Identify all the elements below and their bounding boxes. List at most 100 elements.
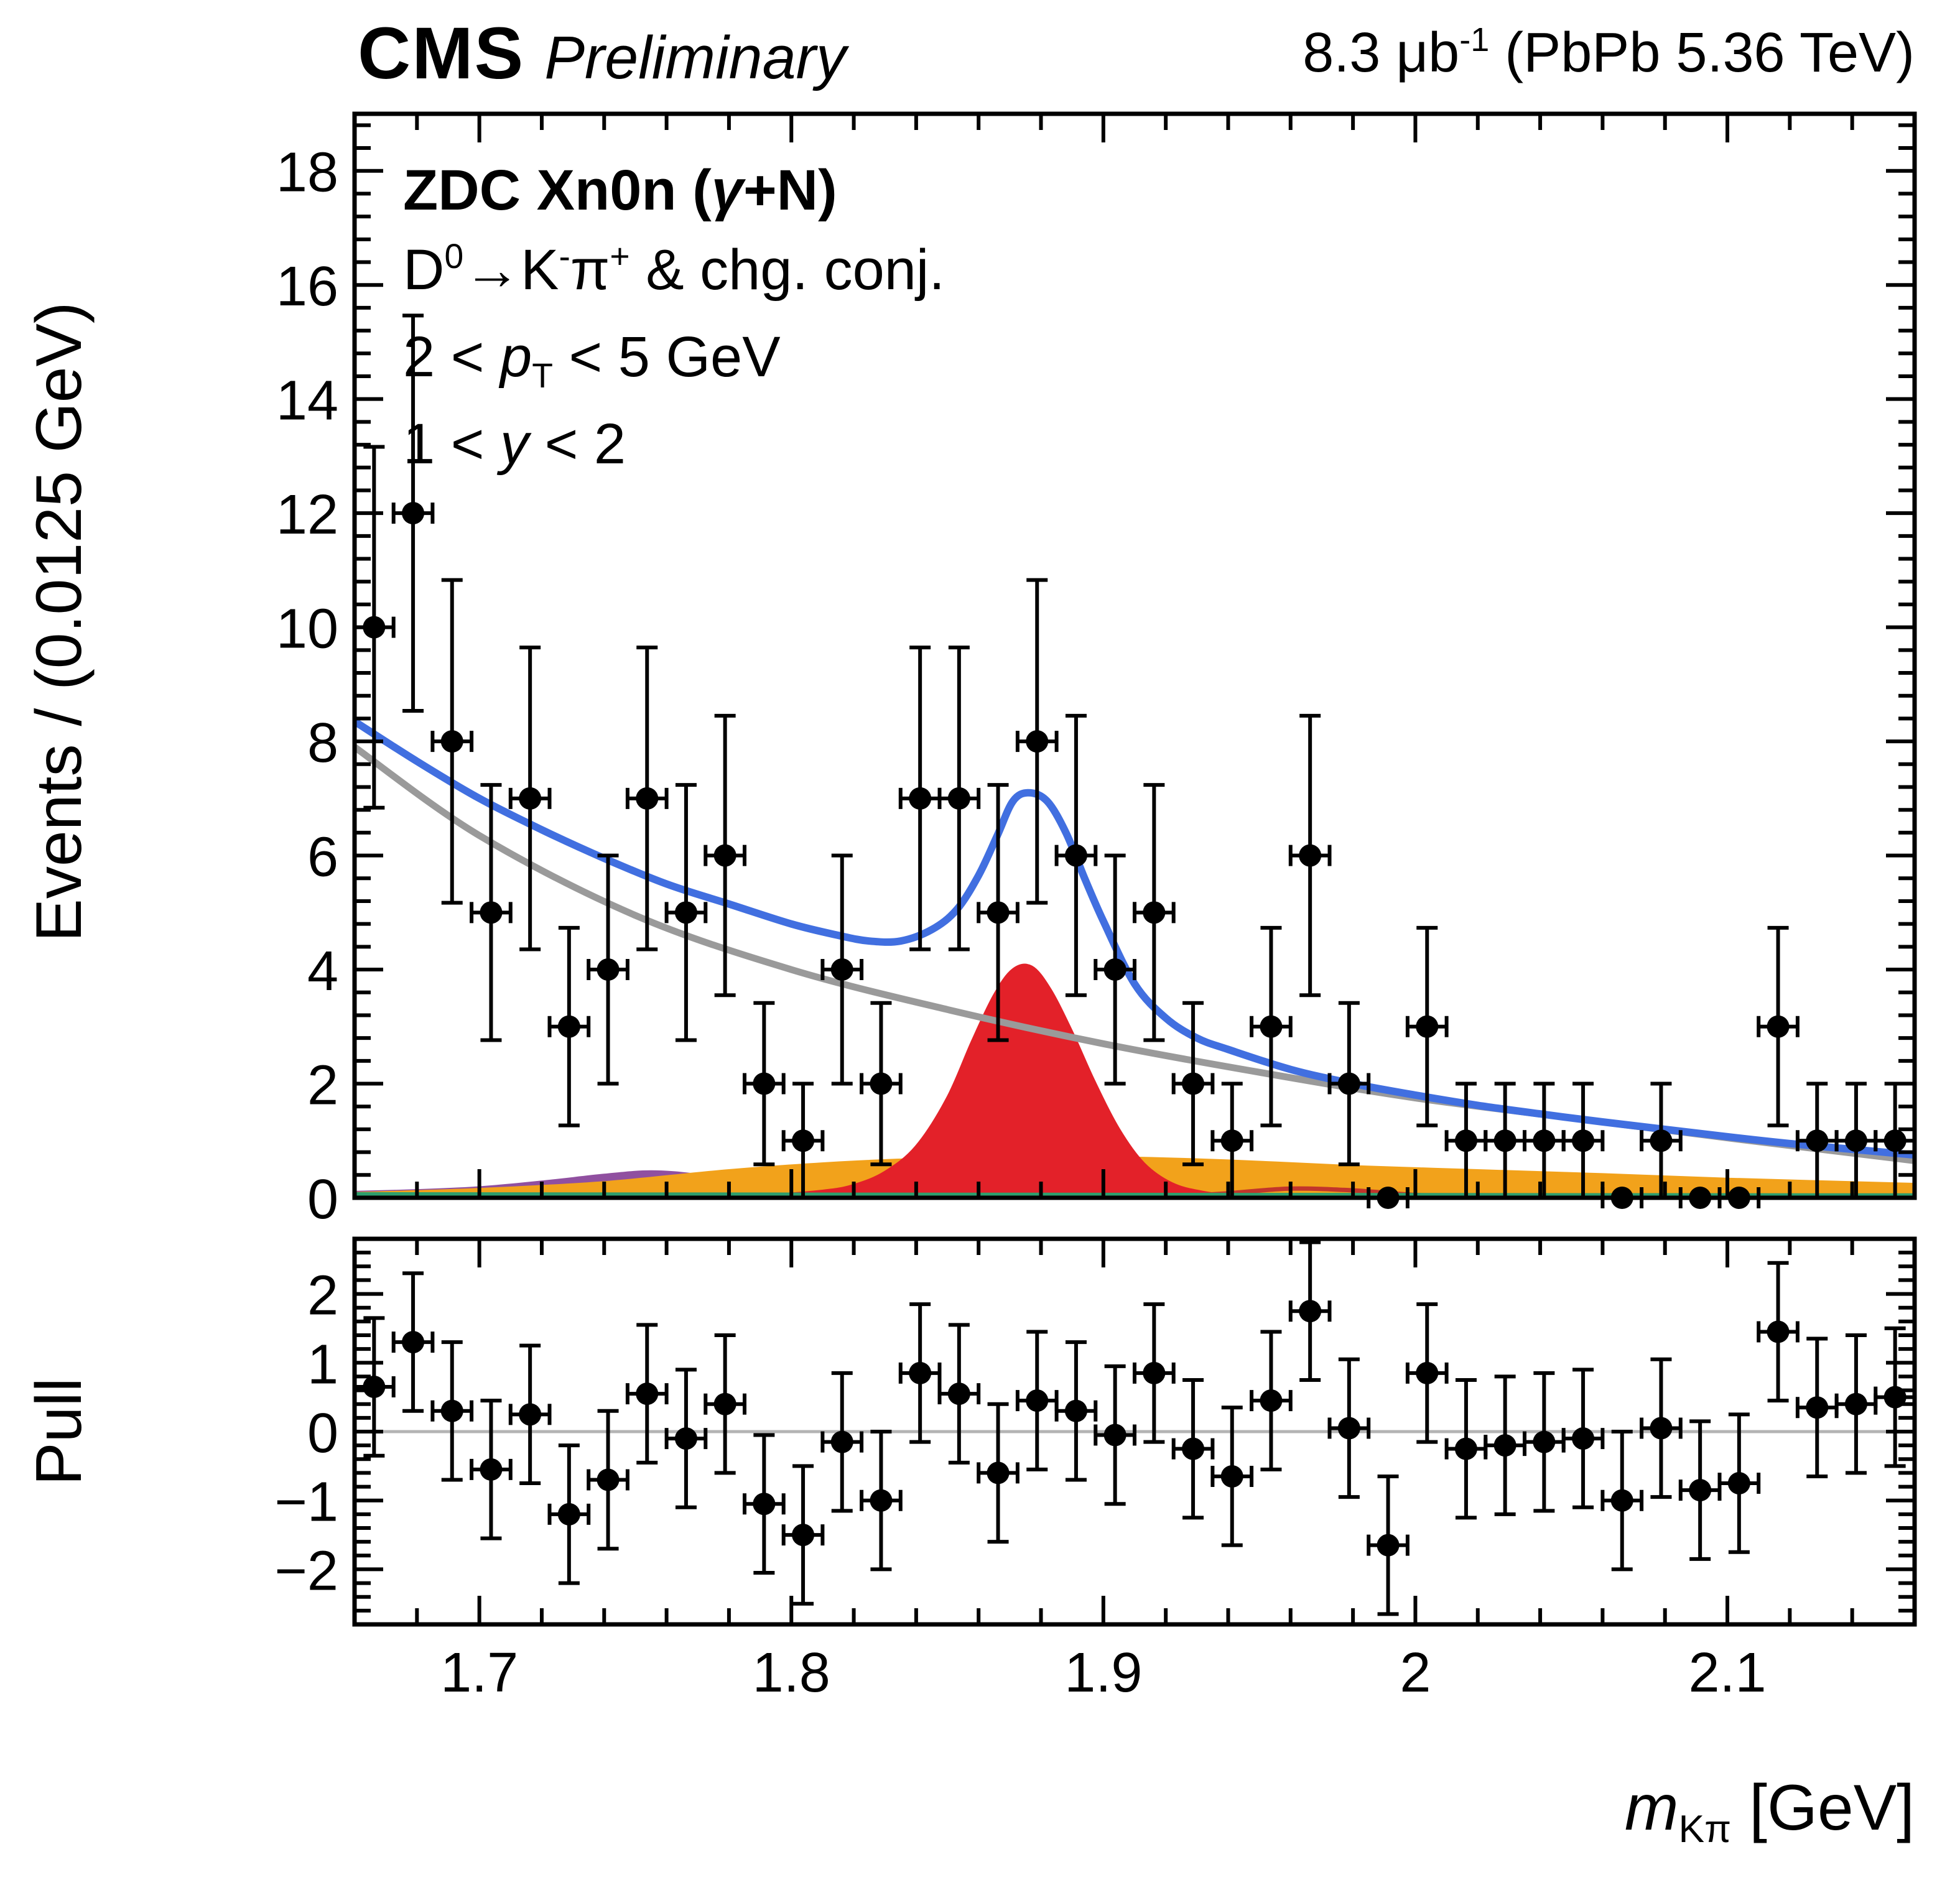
pull-point bbox=[1874, 1326, 1916, 1468]
pull-point bbox=[1444, 1378, 1488, 1520]
text-segment: π bbox=[570, 238, 610, 302]
text-segment: + bbox=[610, 236, 630, 276]
text-segment: p bbox=[500, 325, 532, 389]
y-tick-label-pull: 2 bbox=[307, 1265, 338, 1327]
data-point bbox=[625, 646, 669, 952]
data-point bbox=[1327, 1001, 1371, 1167]
y-tick-label-pull: 1 bbox=[307, 1333, 338, 1396]
data-point bbox=[898, 646, 942, 952]
data-point bbox=[743, 1001, 786, 1167]
y-tick-label-main: 10 bbox=[276, 598, 338, 660]
pull-point bbox=[625, 1323, 669, 1465]
data-point bbox=[1094, 853, 1136, 1086]
annotations-block: ZDC Xn0n (γ+N) D0→K-π+ & chg. conj. 2 < … bbox=[403, 150, 945, 484]
preliminary-label: Preliminary bbox=[544, 24, 847, 91]
y-tick-label-pull: −2 bbox=[274, 1540, 338, 1602]
annotation-rapidity-range: 1 < y < 2 bbox=[403, 404, 945, 484]
data-point bbox=[1133, 783, 1176, 1042]
x-tick-label: 1.9 bbox=[1064, 1642, 1142, 1704]
pull-point bbox=[1210, 1405, 1254, 1547]
x-tick-label: 2 bbox=[1400, 1642, 1431, 1704]
data-point bbox=[1561, 1081, 1605, 1200]
pull-point bbox=[977, 1402, 1019, 1544]
data-point bbox=[937, 646, 981, 952]
curve-combinatorial-background bbox=[355, 743, 1915, 1164]
panel-frame bbox=[352, 111, 1917, 1200]
y-tick-label-main: 16 bbox=[276, 256, 338, 318]
data-point bbox=[1600, 1187, 1644, 1209]
data-point bbox=[430, 578, 474, 905]
pull-point bbox=[1640, 1357, 1683, 1499]
text-segment: ZDC Xn0n ( bbox=[403, 159, 712, 222]
x-tick-label: 2.1 bbox=[1688, 1642, 1766, 1704]
pull-point bbox=[1133, 1302, 1176, 1444]
pull-point bbox=[820, 1371, 864, 1513]
pull-point bbox=[547, 1443, 591, 1585]
pull-point bbox=[1717, 1412, 1761, 1554]
data-point bbox=[1015, 578, 1059, 905]
pull-point bbox=[1561, 1368, 1605, 1509]
pull-point bbox=[1250, 1330, 1293, 1471]
data-point bbox=[1210, 1081, 1254, 1200]
data-point bbox=[1484, 1081, 1526, 1200]
data-point bbox=[977, 783, 1019, 1042]
data-point bbox=[860, 1001, 903, 1167]
text-segment: [GeV] bbox=[1731, 1772, 1915, 1844]
y-tick-label-main: 6 bbox=[307, 827, 338, 889]
data-point bbox=[1288, 713, 1332, 998]
data-points-pull bbox=[353, 1240, 1916, 1616]
y-tick-label-pull: 0 bbox=[307, 1402, 338, 1465]
y-tick-label-main: 14 bbox=[276, 370, 338, 432]
annotation-zdc: ZDC Xn0n (γ+N) bbox=[403, 150, 945, 230]
data-point bbox=[820, 853, 864, 1086]
text-segment: γ bbox=[711, 159, 743, 222]
pull-point bbox=[1405, 1302, 1449, 1444]
data-point bbox=[1405, 925, 1449, 1128]
x-tick-label: 1.7 bbox=[440, 1642, 518, 1704]
text-segment: 1 < bbox=[403, 412, 501, 476]
fit-curves bbox=[355, 718, 1915, 1198]
pull-point bbox=[1484, 1374, 1526, 1516]
data-point bbox=[508, 646, 552, 952]
y-tick-label-main: 12 bbox=[276, 484, 338, 546]
pull-point bbox=[860, 1430, 903, 1572]
pull-point bbox=[704, 1333, 746, 1475]
y-axis-title-pull: Pull bbox=[22, 1378, 95, 1486]
header-left: CMS Preliminary bbox=[358, 11, 846, 96]
text-segment: & chg. conj. bbox=[629, 238, 945, 302]
y-tick-label-main: 8 bbox=[307, 712, 338, 774]
annotation-decay: D0→K-π+ & chg. conj. bbox=[403, 230, 945, 317]
pull-point bbox=[508, 1343, 552, 1486]
data-point bbox=[547, 925, 591, 1128]
text-segment: - bbox=[559, 236, 570, 276]
y-tick-label-pull: −1 bbox=[274, 1471, 338, 1534]
pull-point bbox=[587, 1409, 629, 1551]
data-point bbox=[1874, 1081, 1916, 1200]
data-point bbox=[587, 853, 629, 1086]
text-segment: T bbox=[532, 356, 553, 395]
pull-point bbox=[743, 1433, 786, 1575]
text-segment: +N) bbox=[743, 159, 837, 222]
data-point bbox=[1054, 713, 1098, 998]
pull-point bbox=[470, 1399, 513, 1540]
text-segment: < 2 bbox=[529, 412, 626, 476]
text-segment: D bbox=[403, 238, 445, 302]
text-segment: m bbox=[1624, 1772, 1679, 1844]
data-point bbox=[1834, 1081, 1878, 1200]
text-segment: -1 bbox=[1459, 21, 1490, 58]
data-point bbox=[353, 445, 396, 810]
pull-point bbox=[1171, 1378, 1215, 1520]
y-tick-label-main: 2 bbox=[307, 1055, 338, 1117]
pull-point bbox=[1757, 1261, 1800, 1403]
pull-point bbox=[781, 1464, 825, 1606]
data-points-main bbox=[353, 313, 1916, 1209]
text-segment: y bbox=[500, 412, 529, 476]
x-axis-title: mKπ [GeV] bbox=[1624, 1771, 1915, 1851]
data-point bbox=[391, 313, 435, 713]
pull-point bbox=[1094, 1364, 1136, 1506]
pull-point bbox=[353, 1316, 396, 1458]
text-segment: 8.3 μb bbox=[1303, 22, 1460, 84]
